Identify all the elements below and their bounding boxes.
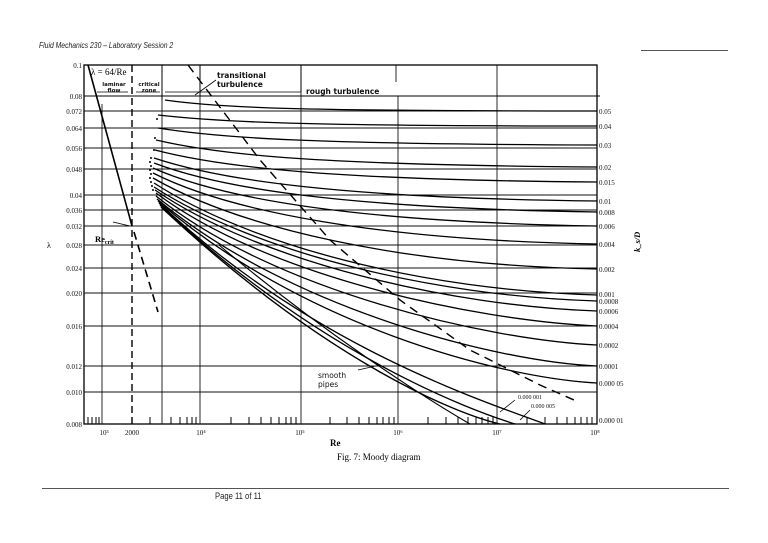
svg-text:0.000 05: 0.000 05 (599, 380, 624, 388)
svg-text:0.024: 0.024 (66, 265, 82, 273)
svg-text:0.072: 0.072 (66, 108, 82, 116)
svg-text:0.020: 0.020 (66, 290, 82, 298)
svg-text:10³: 10³ (99, 429, 108, 437)
roughness-label-0000001: 0.000 001 (518, 395, 542, 401)
svg-text:0.0004: 0.0004 (599, 323, 619, 331)
x-axis-title: Re (330, 438, 341, 448)
svg-text:10⁵: 10⁵ (295, 429, 305, 437)
svg-text:0.001: 0.001 (599, 291, 615, 299)
svg-text:0.000 01: 0.000 01 (599, 417, 624, 425)
svg-text:0.0008: 0.0008 (599, 298, 619, 306)
vertical-gridlines (101, 65, 498, 424)
footer-rule (42, 488, 729, 489)
svg-text:10⁴: 10⁴ (196, 429, 206, 437)
smooth-pipes-label: smooth (318, 371, 346, 380)
svg-text:0.010: 0.010 (66, 389, 82, 397)
laminar-equation-label: λ = 64/Re (91, 67, 126, 77)
svg-text:0.04: 0.04 (599, 123, 612, 131)
document-header: Fluid Mechanics 230 – Laboratory Session… (39, 41, 174, 50)
svg-text:turbulence: turbulence (217, 80, 263, 89)
figure-caption: Fig. 7: Moody diagram (337, 452, 421, 462)
svg-text:0.036: 0.036 (66, 207, 82, 215)
svg-text:0.015: 0.015 (599, 179, 615, 187)
svg-text:0.002: 0.002 (599, 266, 615, 274)
y2-axis-title: k_s/D (632, 232, 642, 252)
svg-text:0.01: 0.01 (599, 198, 612, 206)
svg-text:0.016: 0.016 (66, 323, 82, 331)
svg-text:2000: 2000 (125, 429, 140, 437)
header-rule (641, 50, 728, 51)
plot-frame (83, 64, 598, 425)
svg-text:0.048: 0.048 (66, 166, 82, 174)
annotation-arrows (97, 79, 531, 421)
svg-text:0.08: 0.08 (70, 93, 83, 101)
svg-text:0.056: 0.056 (66, 145, 82, 153)
critical-zone-dots (149, 118, 158, 191)
svg-text:0.008: 0.008 (599, 209, 615, 217)
laminar-extension-line (133, 231, 159, 313)
smooth-pipes-curve-2 (218, 244, 471, 425)
rough-turbulence-label: rough turbulence (306, 87, 379, 96)
roughness-label-0000005: 0.000 005 (531, 404, 555, 410)
critical-zone-label: critical (138, 82, 159, 88)
roughness-curves (152, 99, 598, 425)
roughness-labels: 0.05 0.04 0.03 0.02 0.015 0.01 0.008 0.0… (599, 108, 624, 425)
svg-text:0.1: 0.1 (73, 62, 82, 70)
svg-text:0.04: 0.04 (70, 192, 83, 200)
y-axis-title: λ (47, 241, 51, 250)
svg-text:0.008: 0.008 (66, 421, 82, 429)
svg-text:0.032: 0.032 (66, 223, 82, 231)
svg-text:flow: flow (108, 88, 121, 94)
svg-text:zone: zone (142, 88, 157, 94)
svg-text:0.03: 0.03 (599, 142, 612, 150)
svg-text:0.028: 0.028 (66, 242, 82, 250)
smooth-pipes-curve (160, 206, 501, 425)
svg-text:0.006: 0.006 (599, 223, 615, 231)
svg-text:0.004: 0.004 (599, 241, 615, 249)
laminar-line (87, 64, 133, 227)
svg-text:0.0001: 0.0001 (599, 363, 619, 371)
svg-text:0.064: 0.064 (66, 125, 82, 133)
svg-text:0.012: 0.012 (66, 363, 82, 371)
svg-text:pipes: pipes (318, 380, 338, 389)
svg-text:10⁶: 10⁶ (393, 429, 403, 437)
x-minor-ticks (87, 417, 593, 424)
laminar-flow-label: laminar (102, 82, 126, 88)
svg-text:10⁸: 10⁸ (590, 429, 600, 437)
svg-text:0.02: 0.02 (599, 164, 612, 172)
svg-text:0.0002: 0.0002 (599, 342, 619, 350)
svg-text:0.0006: 0.0006 (599, 308, 619, 316)
horizontal-gridlines (84, 95, 597, 393)
svg-text:0.05: 0.05 (599, 108, 612, 116)
x-axis-labels: 10³ 2000 10⁴ 10⁵ 10⁶ 10⁷ 10⁸ (99, 429, 600, 437)
svg-text:10⁷: 10⁷ (492, 429, 502, 437)
y-axis-labels: 0.1 0.08 0.072 0.064 0.056 0.048 0.04 0.… (66, 62, 82, 429)
transitional-turbulence-label: transitional (217, 71, 266, 80)
re-crit-label: Recrit (95, 234, 114, 246)
transition-boundary-line (187, 64, 575, 401)
page-number: Page 11 of 11 (215, 491, 262, 501)
